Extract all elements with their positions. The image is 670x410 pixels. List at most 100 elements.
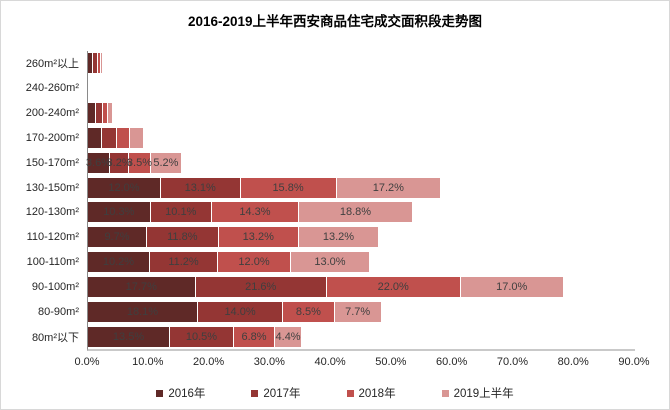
bar-row: 9.7% 11.8% 13.2% 13.2% (88, 225, 635, 250)
bar-segment-2017年: 10.5% (170, 326, 234, 347)
stacked-bar (88, 127, 635, 148)
stacked-bar: 17.7% 21.6% 22.0% 17.0% (88, 276, 635, 297)
category-label: 110-120m² (26, 231, 79, 244)
x-tick-label: 40.0% (314, 356, 346, 368)
bar-segment-2018年: 15.8% (240, 177, 337, 198)
bar-segment-2016年 (88, 127, 102, 148)
bar-row (88, 76, 635, 101)
category-label: 100-110m² (26, 256, 79, 269)
stacked-bar: 10.3% 10.1% 14.3% 18.8% (88, 202, 635, 223)
category-label: 120-130m² (25, 206, 79, 219)
bar-row: 10.2% 11.2% 12.0% 13.0% (88, 250, 635, 275)
bar-segment-2016年: 17.7% (88, 276, 196, 297)
data-label: 13.1% (184, 181, 216, 194)
data-label: 3.2% (106, 156, 132, 169)
stacked-bar: 9.7% 11.8% 13.2% 13.2% (88, 227, 635, 248)
data-label: 10.5% (185, 330, 218, 343)
bar-segment-2017年: 21.6% (195, 276, 327, 297)
bar-segment-2017年 (95, 103, 103, 124)
data-label: 14.3% (239, 206, 271, 219)
bar-segment-2017年: 13.1% (160, 177, 241, 198)
data-label: 9.7% (104, 231, 130, 244)
bar-segment-2019上半年: 17.0% (460, 276, 564, 297)
bar-segment-2018年 (116, 127, 130, 148)
bar-segment-2018年: 14.3% (211, 202, 299, 223)
bar-row: 12.0% 13.1% 15.8% 17.2% (88, 175, 635, 200)
bar-segment-2017年: 3.2% (106, 152, 132, 173)
bar-segment-2017年: 14.0% (198, 301, 284, 322)
category-label: 240-260m² (25, 82, 79, 95)
x-tick-label: 10.0% (132, 356, 164, 368)
bar-segment-2017年: 10.1% (150, 202, 212, 223)
bar-segment-2016年: 12.0% (88, 177, 161, 198)
legend-label: 2018年 (358, 388, 396, 400)
stacked-bar: 18.1% 14.0% 8.5% 7.7% (88, 301, 635, 322)
bar-segment-2018年 (102, 103, 109, 124)
bar-segment-2016年: 10.3% (88, 202, 151, 223)
data-label: 7.7% (345, 305, 371, 318)
x-tick-label: 50.0% (375, 356, 407, 368)
data-label: 6.8% (241, 330, 267, 343)
data-label: 12.0% (108, 181, 140, 194)
stacked-bar: 3.6% 3.2% 3.5% 5.2% (86, 152, 635, 173)
bar-row: 18.1% 14.0% 8.5% 7.7% (88, 299, 635, 324)
data-label: 13.2% (322, 231, 355, 244)
x-tick-label: 20.0% (192, 356, 225, 368)
bar-segment-2017年 (93, 53, 98, 74)
stacked-bar: 13.5% 10.5% 6.8% 4.4% (88, 326, 635, 347)
data-label: 17.0% (496, 280, 528, 293)
stacked-bar: 10.2% 11.2% 12.0% 13.0% (88, 252, 635, 273)
category-label: 80-90m² (38, 305, 79, 318)
x-tick-label: 80.0% (557, 356, 589, 368)
data-label: 21.6% (245, 280, 277, 293)
category-label: 150-170m² (25, 156, 79, 169)
bar-segment-2016年 (88, 53, 94, 74)
stacked-bar: 12.0% 13.1% 15.8% 17.2% (88, 177, 635, 198)
bar-segment-2018年 (97, 53, 101, 74)
bar-segment-2019上半年: 18.8% (298, 202, 414, 223)
bar-segment-2017年 (101, 127, 117, 148)
stacked-bar (88, 78, 635, 99)
legend-marker-icon (251, 389, 259, 397)
bar-segment-2019上半年: 5.2% (150, 152, 183, 173)
x-tick-label: 60.0% (436, 356, 468, 368)
category-label: 90-100m² (31, 280, 79, 293)
category-label: 260m²以上 (25, 58, 79, 71)
category-label: 200-240m² (25, 107, 79, 120)
bar-segment-2016年: 13.5% (88, 326, 171, 347)
data-label: 18.1% (126, 305, 159, 318)
data-label: 10.1% (165, 206, 197, 219)
data-label: 22.0% (377, 280, 409, 293)
bar-row: 10.3% 10.1% 14.3% 18.8% (88, 200, 635, 225)
legend-label: 2019上半年 (453, 388, 514, 400)
x-axis: 0.0% 10.0% 20.0% 30.0% 40.0% 50.0% 60.0% 70.0% 8… (74, 356, 649, 370)
x-tick-label: 70.0% (496, 356, 529, 368)
data-label: 8.5% (295, 305, 321, 318)
bar-segment-2016年: 9.7% (88, 227, 147, 248)
data-label: 15.8% (272, 181, 304, 194)
bar-segment-2019上半年 (108, 103, 113, 124)
chart-title: 2016-2019上半年西安商品住宅成交面积段走势图 (187, 14, 483, 29)
data-label: 13.2% (242, 231, 274, 244)
stacked-bar (88, 103, 635, 124)
data-label: 17.2% (372, 181, 404, 194)
bar-segment-2016年 (88, 103, 96, 124)
legend-marker-icon (156, 389, 164, 397)
x-tick-label: 0.0% (74, 356, 100, 368)
bar-segment-2017年 (89, 78, 90, 99)
data-label: 13.5% (112, 330, 145, 343)
data-label: 5.2% (153, 156, 179, 169)
bar-row: 17.7% 21.6% 22.0% 17.0% (88, 274, 635, 299)
bar-row (88, 101, 635, 126)
bar-segment-2018年: 8.5% (283, 301, 335, 322)
data-label: 12.0% (238, 256, 270, 269)
bar-segment-2019上半年: 13.2% (298, 227, 380, 248)
bar-segment-2016年: 18.1% (88, 301, 198, 322)
bar-row: 13.5% 10.5% 6.8% 4.4% (88, 324, 635, 349)
legend-item: 2019上半年 (441, 385, 514, 401)
bar-segment-2017年: 11.2% (149, 252, 219, 273)
bar-segment-2019上半年: 7.7% (334, 301, 382, 322)
bar-row (88, 125, 635, 150)
data-label: 10.3% (103, 206, 135, 219)
data-label: 11.8% (167, 231, 198, 244)
